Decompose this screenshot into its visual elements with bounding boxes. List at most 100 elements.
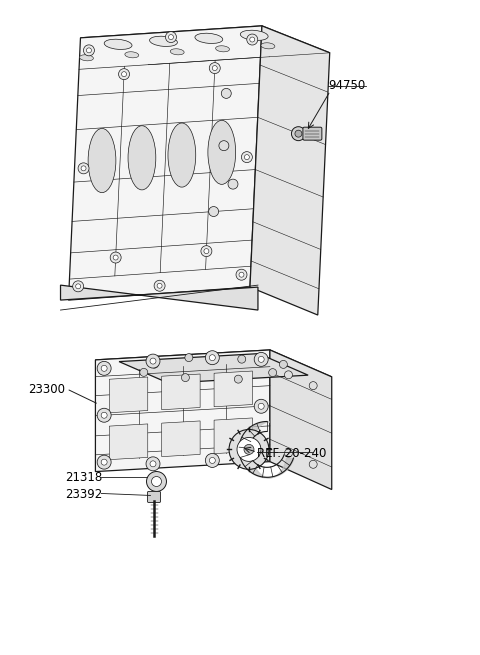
Ellipse shape: [125, 52, 139, 58]
Circle shape: [101, 365, 107, 371]
Circle shape: [97, 408, 111, 422]
Polygon shape: [270, 350, 332, 489]
Circle shape: [97, 455, 111, 469]
Ellipse shape: [88, 128, 116, 193]
Circle shape: [152, 476, 161, 487]
Circle shape: [291, 126, 305, 141]
Circle shape: [72, 281, 84, 292]
Circle shape: [228, 179, 238, 189]
Circle shape: [205, 453, 219, 468]
Circle shape: [110, 252, 121, 263]
Polygon shape: [109, 424, 148, 460]
Circle shape: [239, 272, 244, 277]
Ellipse shape: [170, 48, 184, 55]
Polygon shape: [60, 285, 258, 310]
Circle shape: [238, 355, 246, 363]
Circle shape: [279, 360, 288, 368]
Circle shape: [97, 362, 111, 375]
Polygon shape: [119, 354, 308, 383]
Circle shape: [86, 48, 91, 53]
Ellipse shape: [104, 39, 132, 49]
Ellipse shape: [80, 55, 94, 61]
Circle shape: [309, 382, 317, 390]
Circle shape: [150, 461, 156, 467]
Circle shape: [146, 472, 167, 491]
Circle shape: [212, 66, 217, 71]
Circle shape: [254, 352, 268, 366]
Circle shape: [209, 355, 216, 361]
Text: 21318: 21318: [65, 472, 103, 485]
Circle shape: [81, 166, 86, 171]
Circle shape: [78, 163, 89, 174]
Circle shape: [209, 457, 216, 464]
Circle shape: [154, 280, 165, 291]
Polygon shape: [81, 26, 330, 65]
FancyBboxPatch shape: [303, 127, 322, 140]
Ellipse shape: [195, 33, 223, 43]
Circle shape: [209, 206, 218, 217]
Circle shape: [209, 63, 220, 73]
Ellipse shape: [216, 46, 229, 52]
Polygon shape: [250, 26, 330, 315]
Circle shape: [236, 269, 247, 280]
Circle shape: [185, 354, 193, 362]
Circle shape: [258, 356, 264, 362]
Polygon shape: [96, 350, 332, 387]
Circle shape: [258, 450, 264, 456]
Circle shape: [181, 373, 190, 382]
Ellipse shape: [208, 121, 236, 184]
Ellipse shape: [128, 126, 156, 190]
Circle shape: [295, 130, 302, 137]
Circle shape: [241, 152, 252, 162]
Circle shape: [76, 284, 81, 289]
Circle shape: [201, 246, 212, 257]
Polygon shape: [214, 418, 252, 454]
Circle shape: [151, 360, 158, 368]
Circle shape: [250, 37, 255, 42]
Circle shape: [254, 446, 268, 460]
Text: 94750: 94750: [328, 79, 366, 92]
Text: 23300: 23300: [29, 383, 66, 396]
Circle shape: [101, 412, 107, 419]
Polygon shape: [162, 374, 200, 410]
Circle shape: [244, 445, 254, 455]
Polygon shape: [109, 377, 148, 413]
Circle shape: [244, 155, 250, 160]
Circle shape: [254, 400, 268, 413]
Circle shape: [309, 460, 317, 468]
Ellipse shape: [150, 36, 178, 47]
Ellipse shape: [261, 43, 275, 49]
Circle shape: [113, 255, 118, 260]
Circle shape: [229, 430, 269, 470]
Circle shape: [146, 354, 160, 368]
Ellipse shape: [168, 123, 196, 187]
Circle shape: [234, 375, 242, 383]
Polygon shape: [214, 371, 252, 407]
Circle shape: [150, 358, 156, 364]
Polygon shape: [162, 421, 200, 457]
Circle shape: [221, 88, 231, 98]
Circle shape: [119, 69, 130, 80]
Circle shape: [146, 457, 160, 471]
Circle shape: [168, 35, 173, 39]
Circle shape: [84, 45, 95, 56]
Circle shape: [285, 449, 292, 457]
Circle shape: [205, 350, 219, 365]
FancyBboxPatch shape: [147, 491, 160, 502]
Circle shape: [269, 369, 276, 377]
Circle shape: [157, 283, 162, 288]
Circle shape: [258, 403, 264, 409]
Circle shape: [247, 34, 258, 45]
Text: 23392: 23392: [65, 489, 103, 502]
Circle shape: [101, 459, 107, 465]
Circle shape: [140, 368, 148, 377]
Polygon shape: [69, 26, 262, 300]
Circle shape: [166, 31, 177, 43]
Polygon shape: [96, 350, 270, 472]
Circle shape: [219, 141, 229, 151]
Circle shape: [285, 371, 292, 379]
Circle shape: [121, 71, 127, 77]
Circle shape: [204, 249, 209, 253]
Circle shape: [237, 438, 261, 461]
Text: REF. 20-240: REF. 20-240: [257, 447, 326, 460]
